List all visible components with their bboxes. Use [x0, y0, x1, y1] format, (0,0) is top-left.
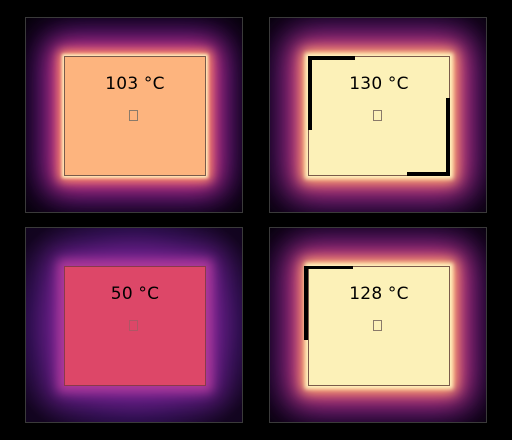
temperature-label: 130 °C — [349, 74, 409, 94]
plate-notch — [308, 60, 312, 130]
sensor-marker-icon — [373, 320, 382, 331]
heat-panel-bottom-left: 50 °C — [25, 227, 243, 423]
hot-plate — [308, 266, 450, 386]
sensor-marker-icon — [373, 110, 382, 121]
heat-panel-bottom-right: 128 °C — [269, 227, 487, 423]
plate-notch — [407, 172, 450, 176]
heat-panel-top-left: 103 °C — [25, 17, 243, 213]
sensor-marker-icon — [129, 320, 138, 331]
temperature-label: 128 °C — [349, 284, 409, 304]
heat-panel-top-right: 130 °C — [269, 17, 487, 213]
plate-notch — [308, 56, 355, 60]
temperature-label: 103 °C — [105, 74, 165, 94]
plate-notch — [446, 98, 450, 173]
temperature-label: 50 °C — [110, 284, 160, 304]
hot-plate — [64, 266, 206, 386]
hot-plate — [64, 56, 206, 176]
sensor-marker-icon — [129, 110, 138, 121]
plate-notch — [304, 266, 353, 269]
plate-notch — [304, 266, 308, 340]
